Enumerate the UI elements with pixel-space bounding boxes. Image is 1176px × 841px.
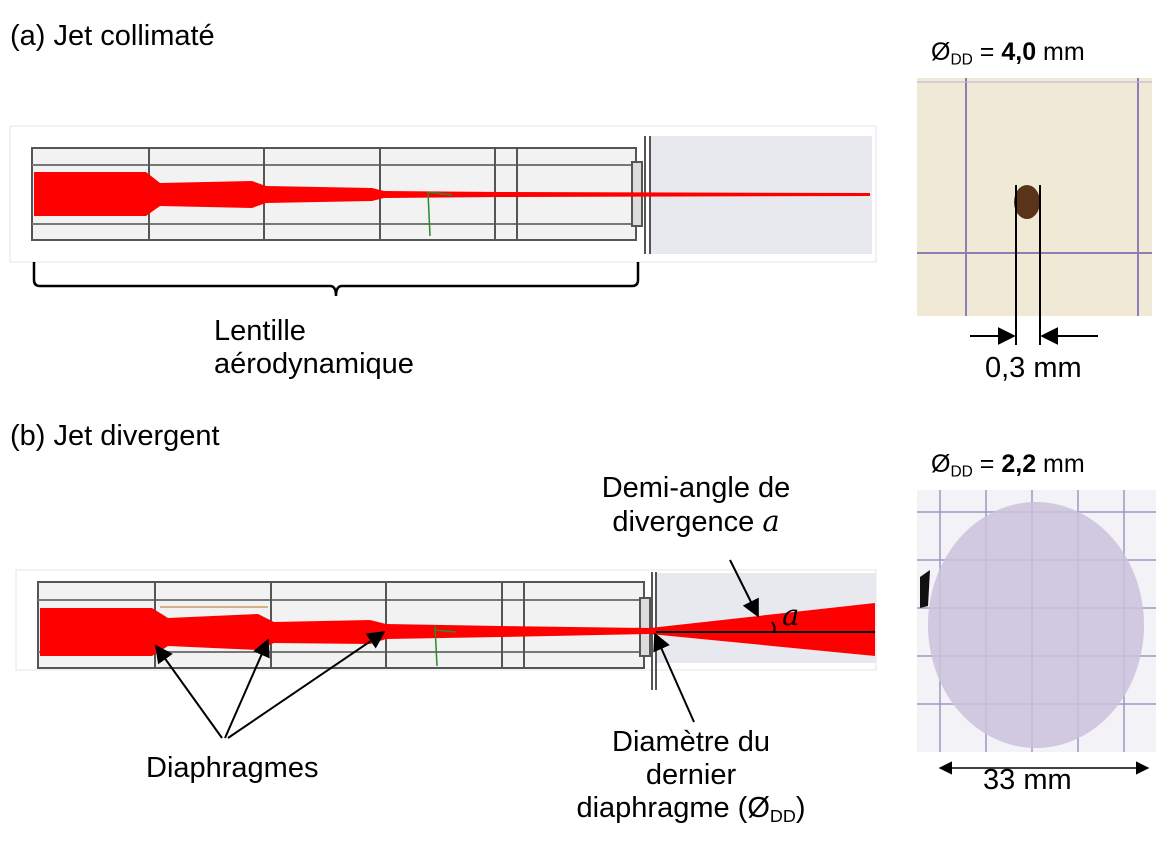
deposit-photo-b [917,490,1156,775]
spot-width-label: 0,3 mm [983,352,1084,385]
panel-a-title: (a) Jet collimaté [10,20,215,52]
diaphragms-label: Diaphragmes [146,752,319,784]
annotation-arrows [154,559,759,739]
dd-subscript-b: DD [950,463,973,481]
half-angle-label: Demi-angle de divergence a [556,472,836,539]
particle-jet-b [40,603,875,656]
dd-unit-b: mm [1036,450,1085,478]
half-angle-symbol-inline: a [762,504,780,538]
lens-brace [32,262,640,297]
lens-label-line2: aérodynamique [214,348,414,380]
dd-symbol-a: Ø [931,38,951,66]
half-angle-arc [771,621,776,633]
dd-subscript-a: DD [950,51,973,69]
dd-equals-b: = [972,450,1002,478]
deposit-photo-a [917,78,1152,345]
panel-b-title: (b) Jet divergent [10,420,220,452]
lens-label: Lentille aérodynamique [200,315,470,381]
last-diaphragm-line3: diaphragme (ØDD) [536,792,846,833]
dd-caption-b: ØDD = 2,2 mm [931,450,1085,481]
last-diaphragm-line1: Diamètre du [612,726,770,758]
last-diaphragm-label: Diamètre du dernier diaphragme (ØDD) [536,726,846,833]
last-diaphragm-close: ) [795,792,806,824]
dd-value-b: 2,2 [1001,450,1037,478]
half-angle-line2: divergence a [556,505,836,539]
dd-value-a: 4,0 [1001,38,1037,66]
deposit-spot-a [1014,185,1040,219]
half-angle-line1: Demi-angle de [601,472,791,504]
half-angle-symbol: a [782,598,800,632]
lens-simulation-b [15,569,877,690]
dd-caption-a: ØDD = 4,0 mm [931,38,1085,69]
dd-equals-a: = [972,38,1002,66]
last-diaphragm-line3-text: diaphragme ( [576,792,748,824]
deposit-width-label: 33 mm [983,764,1072,796]
dd-unit-a: mm [1036,38,1085,66]
last-diaphragm-line2: dernier [645,759,737,791]
lens-simulation-a [9,125,877,263]
last-diaphragm-symbol: Ø [747,792,770,824]
dd-symbol-b: Ø [931,450,951,478]
lens-label-line1: Lentille [214,315,306,347]
half-angle-line2-text: divergence [612,506,763,538]
deposit-disc-b [928,502,1144,748]
particle-jet-a [34,172,870,216]
last-diaphragm-subscript: DD [769,806,796,827]
